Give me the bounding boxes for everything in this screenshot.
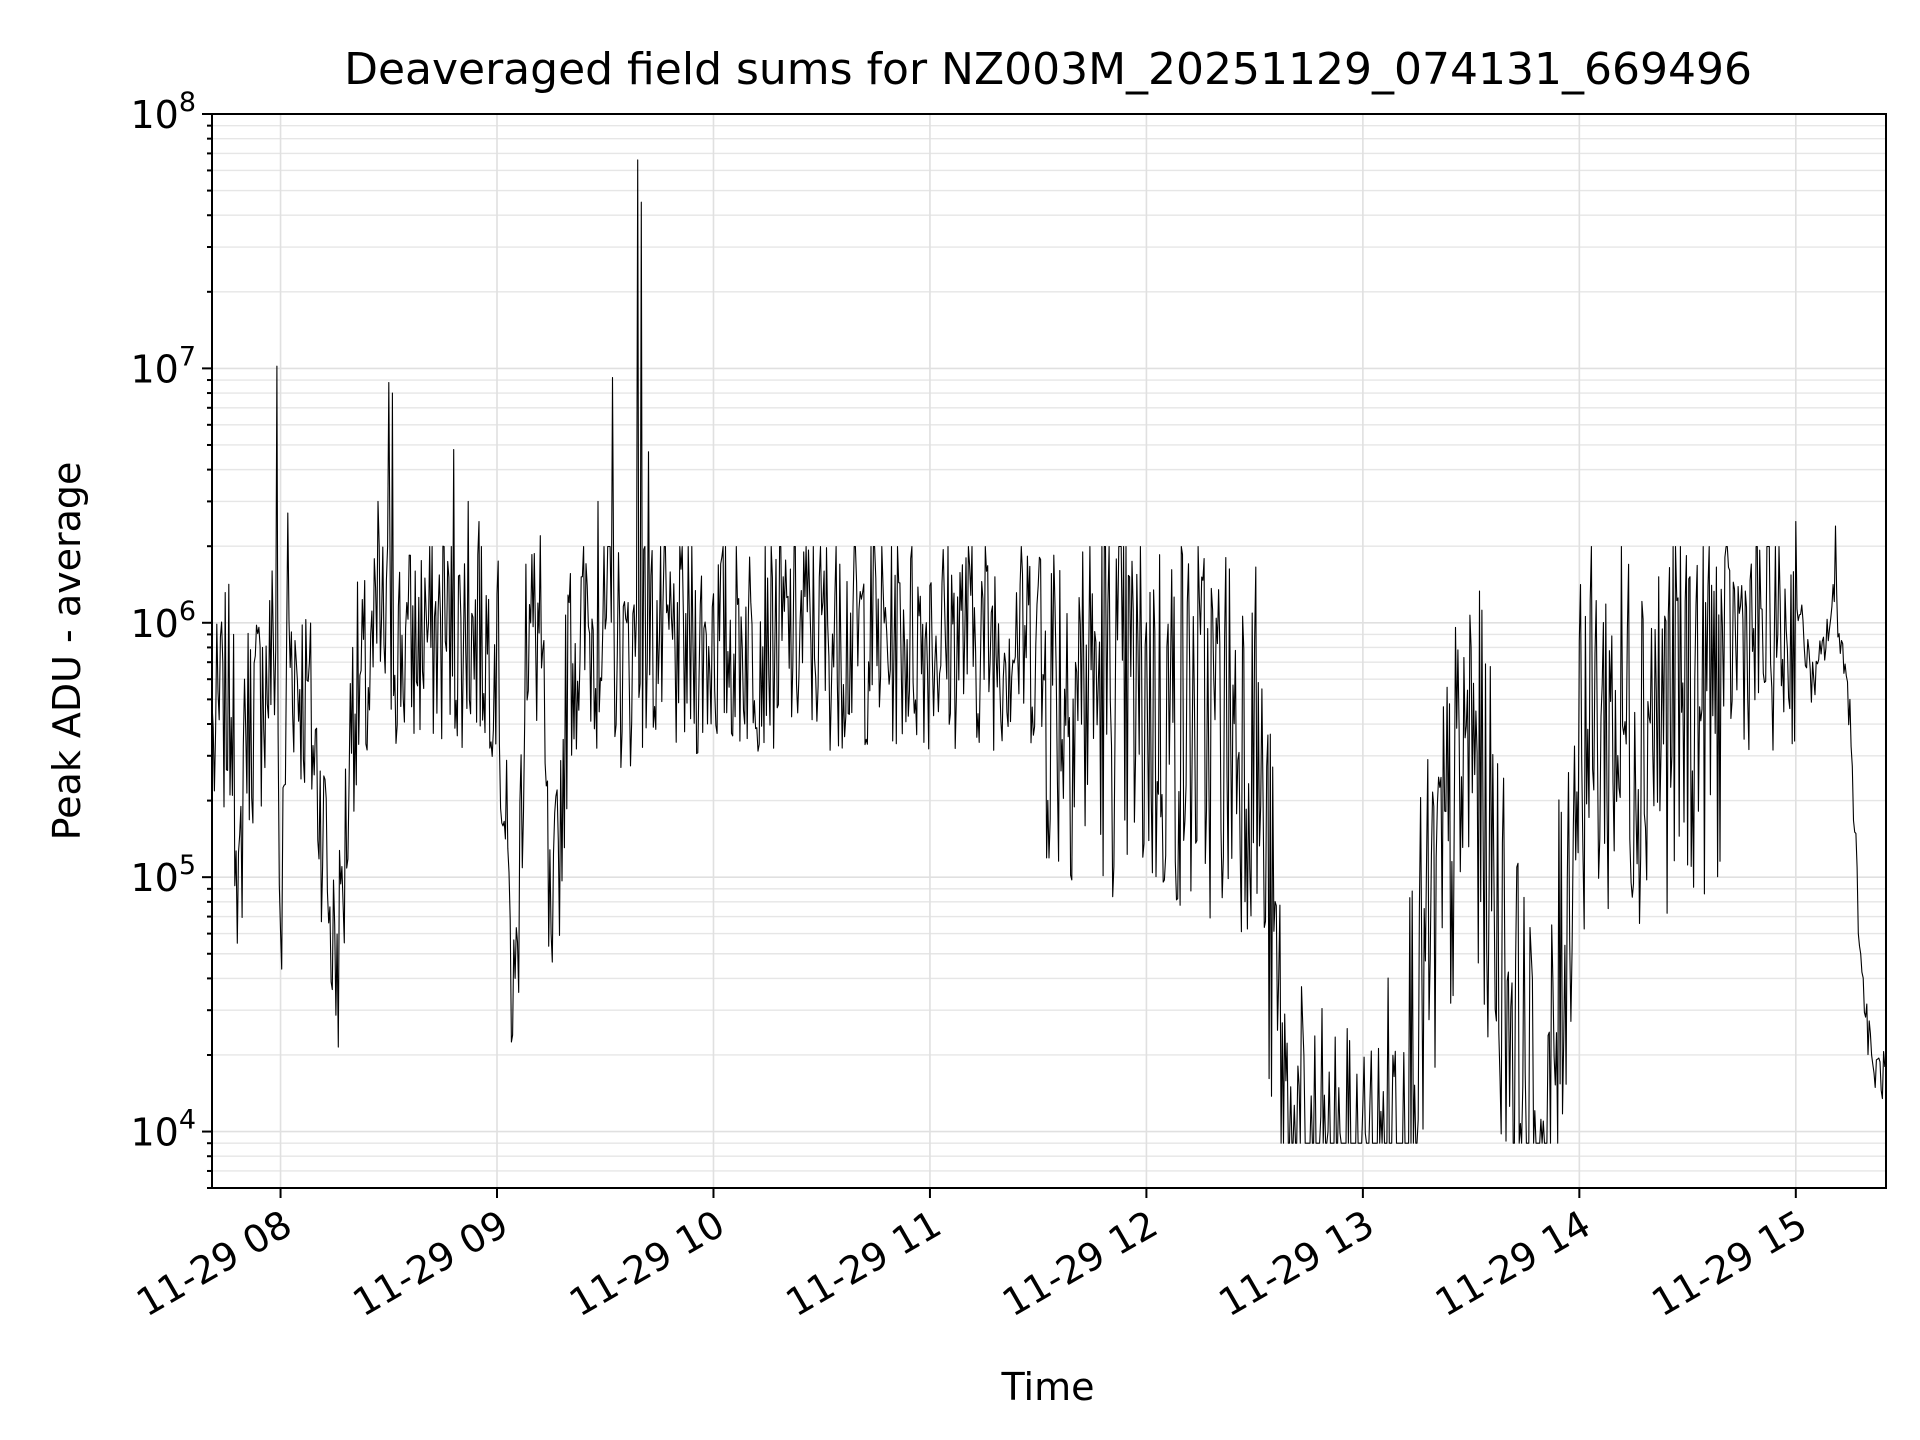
- y-tick-base: 10: [130, 93, 178, 137]
- y-tick-label: 104: [130, 1105, 196, 1155]
- y-axis-label: Peak ADU - average: [45, 462, 89, 841]
- grid-layer: [212, 113, 1886, 1189]
- y-tick-exponent: 7: [179, 341, 196, 372]
- x-tick-label: 11-29 09: [346, 1202, 516, 1326]
- chart-title: Deaveraged field sums for NZ003M_2025112…: [344, 44, 1752, 95]
- x-axis: 11-29 08 11-29 09 11-29 10 11-29 11 11-29 12…: [129, 1188, 1814, 1325]
- y-tick-base: 10: [130, 1111, 178, 1155]
- x-tick-label: 11-29 14: [1428, 1202, 1598, 1326]
- x-axis-label: Time: [1001, 1365, 1095, 1409]
- x-tick-label: 11-29 11: [778, 1202, 948, 1326]
- y-tick-label: 105: [130, 850, 196, 900]
- y-tick-label: 106: [130, 596, 196, 646]
- y-tick-exponent: 4: [179, 1105, 196, 1136]
- series-line: [211, 159, 1887, 1144]
- x-tick-label: 11-29 15: [1644, 1202, 1814, 1326]
- x-tick-label: 11-29 12: [995, 1202, 1165, 1326]
- y-tick-base: 10: [130, 347, 178, 391]
- y-tick-exponent: 8: [179, 87, 196, 118]
- y-tick-label: 108: [130, 87, 196, 137]
- y-tick-label: 107: [130, 341, 196, 391]
- x-tick-label: 11-29 08: [129, 1202, 299, 1326]
- y-tick-base: 10: [130, 602, 178, 646]
- plot-frame: [211, 113, 1887, 1189]
- y-tick-exponent: 6: [179, 596, 196, 627]
- y-tick-base: 10: [130, 856, 178, 900]
- y-tick-exponent: 5: [179, 850, 196, 881]
- series-layer: [211, 159, 1887, 1144]
- x-tick-label: 11-29 10: [562, 1202, 732, 1326]
- x-tick-label: 11-29 13: [1211, 1202, 1381, 1326]
